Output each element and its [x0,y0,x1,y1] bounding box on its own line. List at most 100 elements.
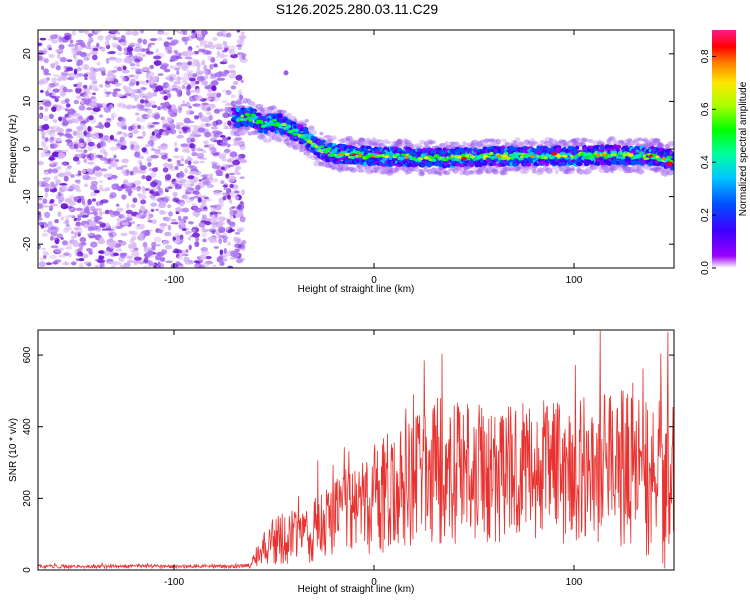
noise-speckle [181,61,188,65]
noise-speckle [219,135,226,138]
noise-speckle [191,62,197,67]
noise-speckle [137,38,143,44]
noise-speckle [148,261,154,267]
noise-speckle [75,207,83,211]
noise-speckle [156,148,162,152]
noise-speckle [52,119,58,123]
noise-speckle [181,52,188,56]
noise-speckle [93,166,101,172]
noise-speckle [166,37,174,40]
noise-speckle [211,230,216,235]
noise-speckle [64,261,68,266]
noise-speckle [125,32,132,36]
noise-speckle [152,91,158,97]
noise-speckle [86,107,93,111]
noise-speckle [221,158,228,162]
noise-speckle [133,165,139,172]
noise-speckle [75,87,82,94]
noise-speckle [140,125,145,131]
noise-speckle [133,260,139,264]
noise-speckle [222,195,227,201]
noise-speckle [226,143,231,148]
noise-speckle [41,134,45,140]
noise-speckle [126,255,133,260]
noise-speckle [201,70,208,74]
noise-speckle [109,244,117,250]
noise-speckle [41,124,50,131]
noise-speckle [213,133,220,138]
noise-speckle [167,42,176,46]
noise-speckle [51,203,58,207]
noise-speckle [90,111,98,115]
noise-speckle [215,169,222,175]
noise-speckle [232,81,239,85]
noise-speckle [181,207,190,213]
noise-speckle [165,244,172,250]
noise-speckle [178,106,182,114]
noise-speckle [115,203,120,207]
noise-speckle [188,77,196,82]
noise-speckle [178,93,182,98]
noise-speckle [227,136,232,140]
noise-speckle [48,168,52,175]
noise-speckle [201,62,205,66]
noise-speckle [218,226,226,233]
noise-speckle [73,231,78,238]
noise-speckle [49,126,55,130]
noise-speckle [163,68,171,73]
noise-speckle [40,184,46,188]
noise-speckle [141,87,147,90]
noise-speckle [49,159,55,166]
noise-speckle [225,102,233,106]
noise-speckle [120,232,128,237]
noise-speckle [86,137,91,142]
noise-speckle [98,250,104,253]
noise-speckle [142,38,147,45]
noise-speckle [131,123,140,127]
ridge-cell [615,144,622,148]
noise-speckle [115,131,121,136]
noise-speckle [110,174,118,179]
noise-speckle [116,31,120,35]
noise-speckle [105,228,114,231]
noise-speckle [92,54,98,61]
noise-speckle [92,107,101,112]
noise-speckle [193,195,200,199]
noise-speckle [50,245,59,249]
noise-speckle [93,87,99,92]
noise-speckle [99,141,107,148]
noise-speckle [207,123,213,127]
noise-speckle [155,208,159,212]
noise-speckle [87,33,94,37]
noise-speckle [150,154,159,159]
noise-speckle [104,158,108,165]
noise-speckle [130,203,136,209]
noise-speckle [237,204,242,210]
noise-speckle [236,227,245,231]
noise-speckle [176,134,184,139]
noise-speckle [159,223,168,227]
noise-speckle [79,210,87,216]
noise-speckle [178,219,185,226]
noise-speckle [45,129,54,135]
noise-speckle [151,197,157,201]
noise-speckle [128,125,133,132]
noise-speckle [177,255,183,260]
noise-speckle [136,136,144,139]
noise-speckle [59,90,66,97]
noise-speckle [108,34,112,39]
noise-speckle [113,154,117,159]
noise-speckle [164,174,172,181]
noise-speckle [145,175,152,182]
noise-speckle [201,102,209,106]
noise-speckle [122,139,127,146]
noise-speckle [44,211,51,219]
noise-speckle [78,30,85,34]
noise-speckle [175,124,181,130]
noise-speckle [59,128,64,133]
noise-speckle [201,30,208,36]
noise-speckle [129,140,134,145]
noise-speckle [213,63,218,67]
noise-speckle [64,171,72,176]
noise-speckle [230,85,237,90]
